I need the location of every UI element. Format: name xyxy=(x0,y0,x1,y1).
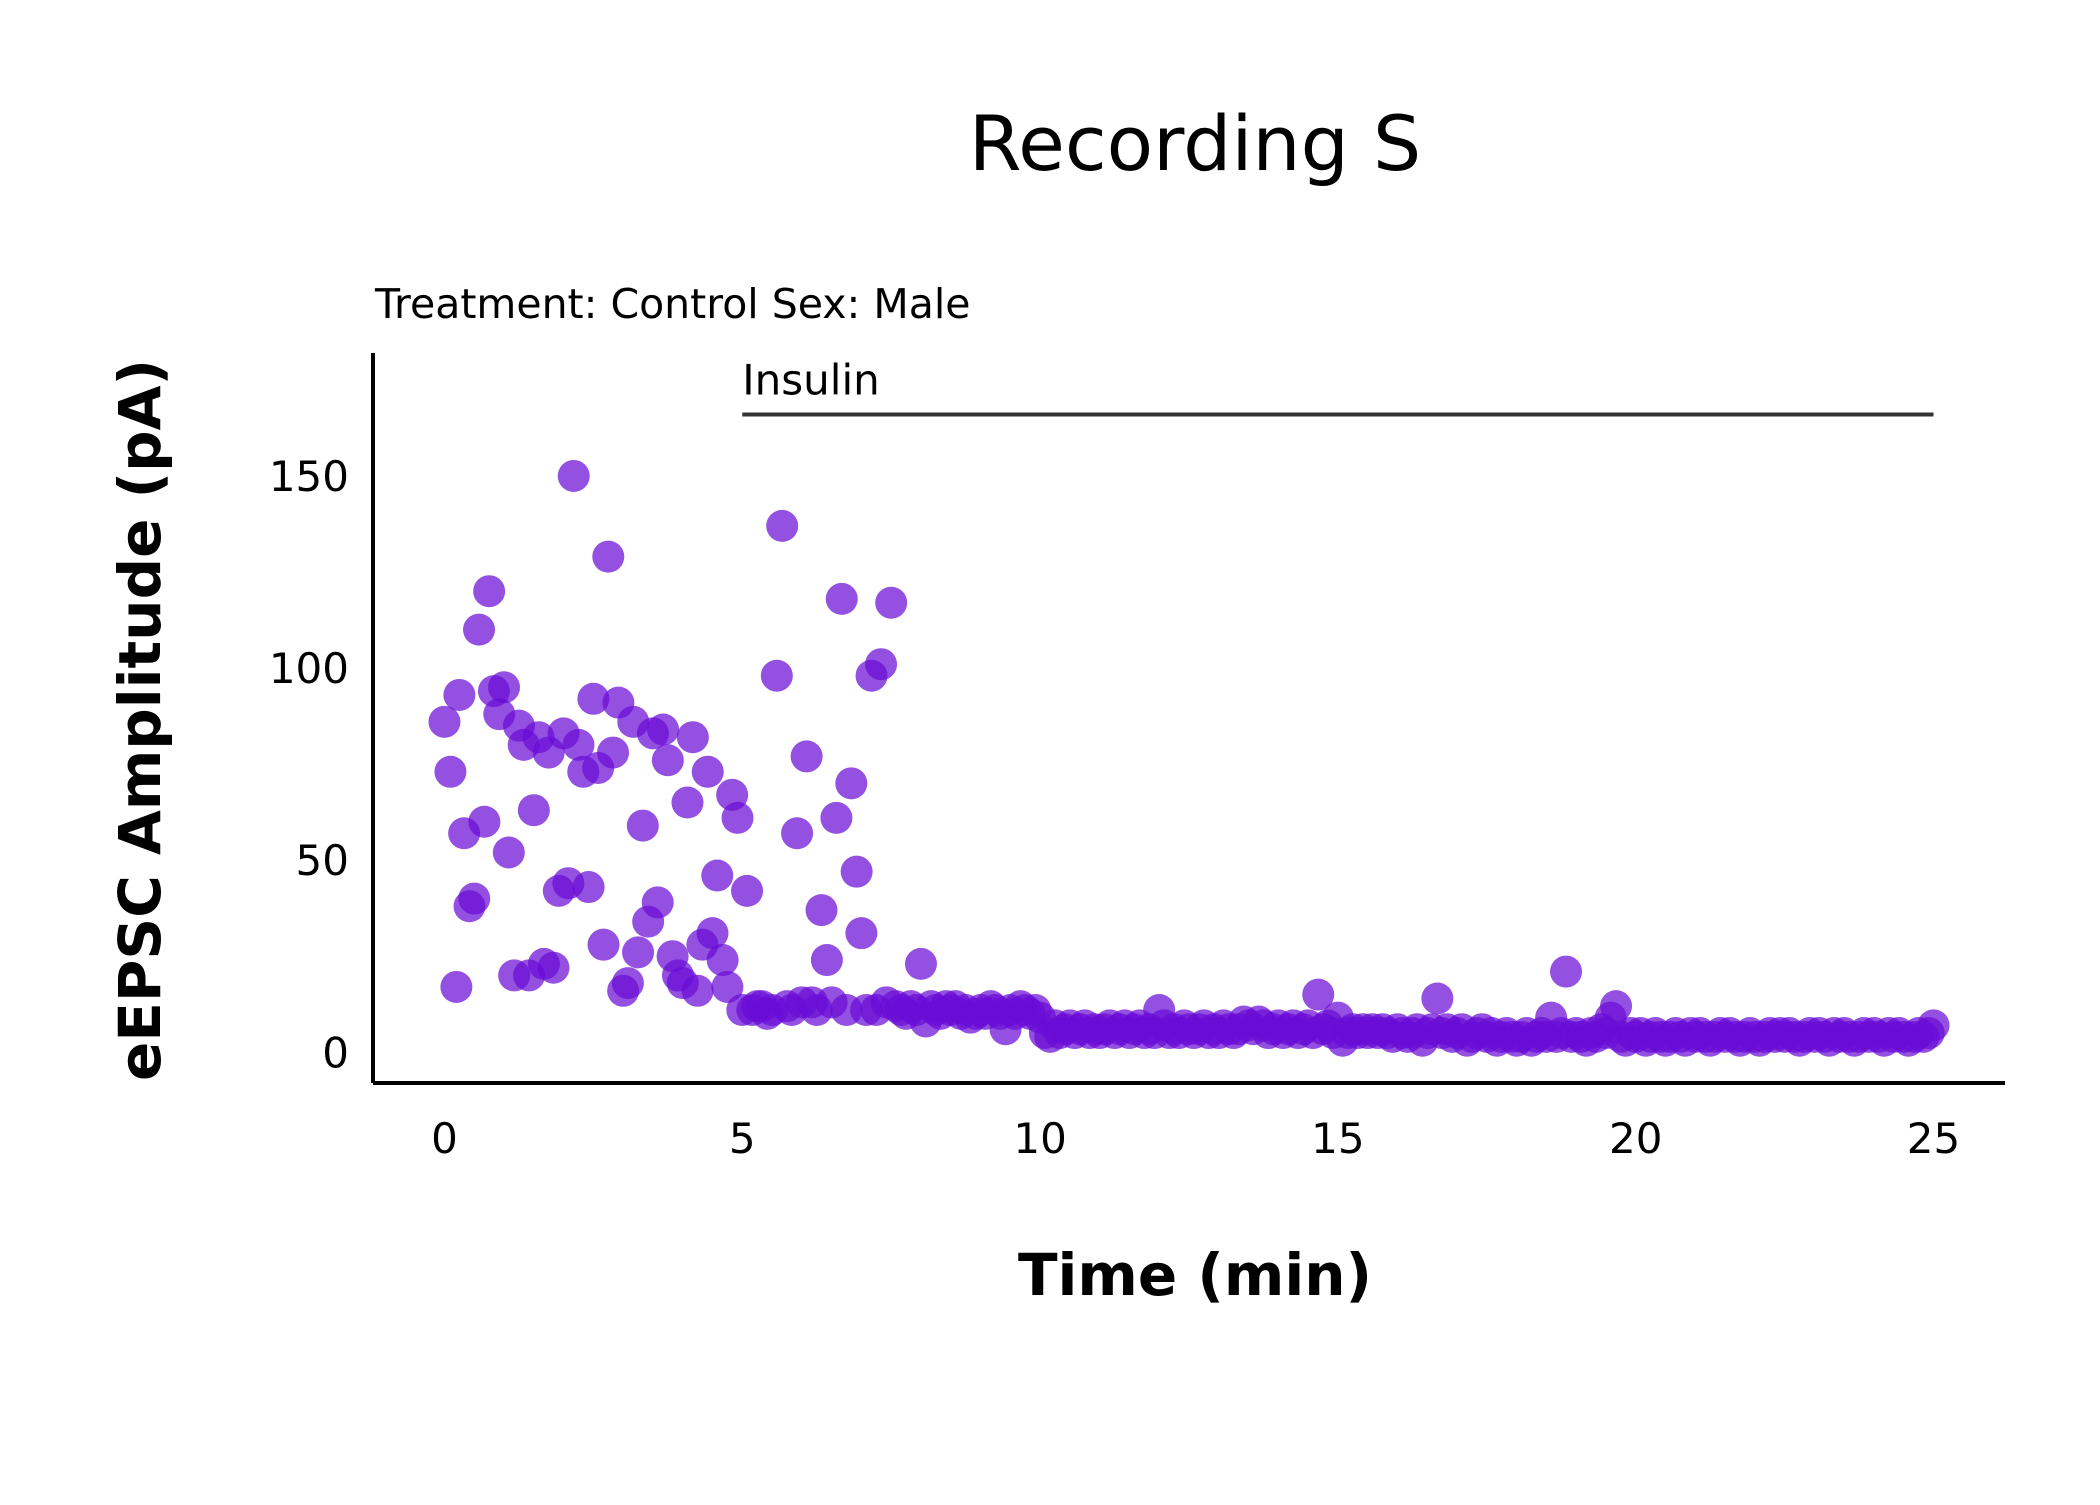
data-point xyxy=(711,970,744,1003)
data-point xyxy=(904,947,937,980)
data-point xyxy=(492,836,525,869)
y-tick-label: 100 xyxy=(269,644,349,693)
data-point xyxy=(611,967,644,1000)
data-point xyxy=(671,786,704,819)
y-tick-label: 0 xyxy=(322,1028,349,1077)
data-point xyxy=(577,682,610,715)
data-point xyxy=(701,859,734,892)
data-point xyxy=(443,678,476,711)
data-point xyxy=(766,509,799,542)
data-point xyxy=(468,805,501,838)
data-point xyxy=(810,944,843,977)
data-point xyxy=(845,917,878,950)
data-point xyxy=(592,540,625,573)
data-point xyxy=(820,801,853,834)
data-point xyxy=(517,794,550,827)
chart-title: Recording S xyxy=(969,99,1422,188)
data-point xyxy=(790,740,823,773)
data-point xyxy=(805,894,838,927)
x-axis-ticks: 0 5 10 15 20 25 xyxy=(431,1114,1960,1163)
y-axis-ticks: 0 50 100 150 xyxy=(269,452,349,1077)
data-point xyxy=(557,459,590,492)
data-point xyxy=(696,917,729,950)
data-point xyxy=(488,671,521,704)
data-point xyxy=(1917,1009,1950,1042)
data-point xyxy=(562,728,595,761)
data-point xyxy=(760,659,793,692)
data-point xyxy=(597,736,630,769)
data-point xyxy=(458,882,491,915)
y-tick-label: 50 xyxy=(296,836,349,885)
data-point xyxy=(434,755,467,788)
data-point xyxy=(835,767,868,800)
data-point xyxy=(572,871,605,904)
data-point xyxy=(731,874,764,907)
x-tick-label: 20 xyxy=(1609,1114,1662,1163)
y-axis-label: eEPSC Amplitude (pA) xyxy=(106,359,174,1081)
data-point xyxy=(1550,955,1583,988)
data-point xyxy=(825,582,858,615)
data-point xyxy=(626,809,659,842)
data-points xyxy=(428,459,1950,1057)
x-tick-label: 0 xyxy=(431,1114,458,1163)
data-point xyxy=(428,705,461,738)
data-point xyxy=(473,575,506,608)
data-point xyxy=(1302,978,1335,1011)
data-point xyxy=(651,744,684,777)
x-axis-label: Time (min) xyxy=(1018,1241,1372,1309)
x-tick-label: 5 xyxy=(729,1114,756,1163)
chart-subtitle: Treatment: Control Sex: Male xyxy=(374,280,970,328)
data-point xyxy=(706,944,739,977)
data-point xyxy=(781,817,814,850)
data-point xyxy=(647,713,680,746)
data-point xyxy=(691,755,724,788)
data-point xyxy=(1600,990,1633,1023)
x-tick-label: 25 xyxy=(1907,1114,1960,1163)
data-point xyxy=(1421,982,1454,1015)
data-point xyxy=(681,974,714,1007)
y-tick-label: 150 xyxy=(269,452,349,501)
data-point xyxy=(463,613,496,646)
insulin-label: Insulin xyxy=(742,355,879,404)
data-point xyxy=(875,586,908,619)
x-tick-label: 15 xyxy=(1311,1114,1364,1163)
data-point xyxy=(840,855,873,888)
data-point xyxy=(721,801,754,834)
data-point xyxy=(865,648,898,681)
data-point xyxy=(641,886,674,919)
data-point xyxy=(440,970,473,1003)
data-point xyxy=(537,951,570,984)
data-point xyxy=(676,721,709,754)
x-tick-label: 10 xyxy=(1013,1114,1066,1163)
data-point xyxy=(587,928,620,961)
data-point xyxy=(622,936,655,969)
